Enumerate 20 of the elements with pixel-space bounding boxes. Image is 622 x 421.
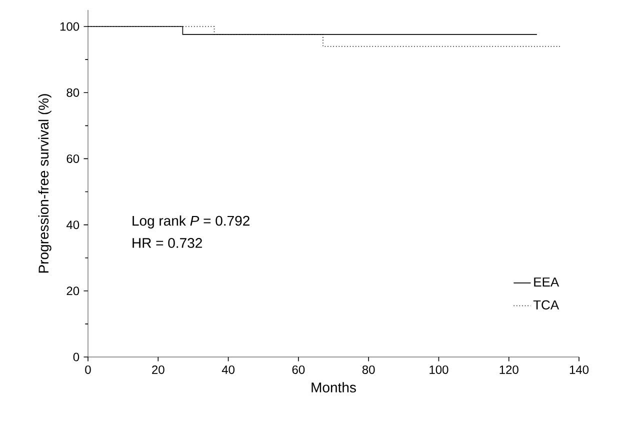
y-tick-label: 60: [66, 154, 80, 163]
x-tick-label: 100: [430, 365, 448, 374]
y-tick-label: 20: [66, 286, 80, 296]
y-axis-title: Progression-free survival (%): [38, 94, 52, 273]
y-tick-label: 100: [60, 22, 80, 31]
x-tick-label: 120: [500, 365, 518, 374]
y-tick-label: 0: [73, 352, 80, 362]
x-tick-label: 80: [362, 365, 375, 374]
legend-label: EEA: [534, 278, 560, 287]
annotation: HR = 0.732: [132, 238, 202, 248]
x-tick-label: 0: [85, 365, 91, 374]
x-tick-label: 40: [222, 365, 234, 374]
x-tick-label: 20: [152, 365, 164, 374]
x-axis-title: Months: [312, 382, 356, 392]
annotation: Log rank P = 0.792: [132, 215, 250, 229]
y-tick-label: 80: [66, 88, 80, 97]
legend-label: TCA: [533, 300, 560, 310]
y-tick-label: 40: [66, 220, 80, 230]
x-tick-label: 140: [570, 365, 589, 374]
x-tick-label: 60: [292, 365, 305, 374]
